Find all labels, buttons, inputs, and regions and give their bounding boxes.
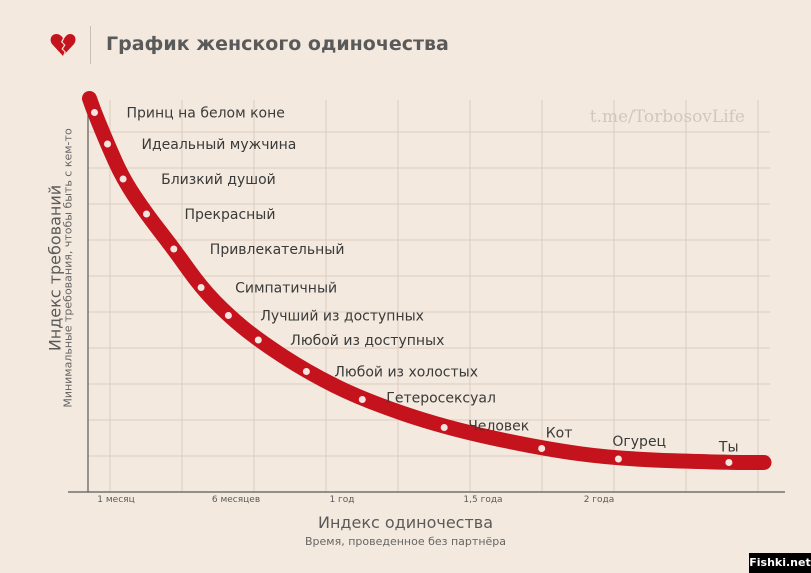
- x-tick-label: 6 месяцев: [212, 495, 260, 505]
- data-label: Кот: [546, 426, 573, 442]
- corner-watermark: Fishki.net: [749, 553, 811, 573]
- x-tick-label: 1 год: [329, 495, 354, 505]
- x-axis-sublabel: Время, проведенное без партнёра: [304, 535, 506, 548]
- data-label: Любой из холостых: [334, 365, 478, 381]
- data-point: [143, 210, 150, 218]
- data-label: Лучший из доступных: [260, 309, 424, 325]
- page-title: График женского одиночества: [106, 33, 449, 55]
- data-point: [358, 396, 366, 403]
- data-point: [91, 109, 98, 116]
- data-label: Принц на белом коне: [127, 106, 285, 122]
- data-label: Любой из доступных: [290, 333, 444, 349]
- data-label: Ты: [718, 440, 739, 456]
- data-point: [254, 336, 262, 344]
- data-point: [440, 424, 448, 431]
- data-label: Симпатичный: [235, 281, 337, 297]
- data-point: [538, 445, 546, 452]
- data-label: Прекрасный: [185, 207, 276, 223]
- data-label: Идеальный мужчина: [142, 137, 297, 153]
- data-point: [197, 284, 205, 291]
- data-point: [725, 459, 733, 466]
- watermark-text: t.me/TorbosovLife: [590, 107, 745, 127]
- data-point: [119, 175, 127, 183]
- data-point: [302, 368, 310, 375]
- data-label: Гетеросексуал: [386, 391, 496, 407]
- x-axis-label: Индекс одиночества: [317, 513, 494, 532]
- data-label: Привлекательный: [210, 242, 345, 258]
- data-label: Человек: [468, 419, 529, 435]
- broken-heart-icon: [50, 34, 76, 56]
- data-point: [104, 140, 111, 148]
- x-tick-label: 2 года: [584, 495, 615, 505]
- data-label: Огурец: [612, 434, 666, 450]
- header: График женского одиночества: [0, 0, 811, 80]
- data-point: [224, 312, 232, 319]
- data-point: [170, 245, 178, 253]
- x-tick-label: 1 месяц: [97, 495, 134, 505]
- data-label: Близкий душой: [161, 172, 276, 188]
- header-divider: [90, 26, 91, 64]
- curve-line: [82, 91, 772, 470]
- data-point: [614, 455, 622, 463]
- y-axis-sublabel: Минимальные требования, чтобы быть с кем…: [61, 128, 75, 408]
- x-tick-label: 1,5 года: [463, 495, 502, 505]
